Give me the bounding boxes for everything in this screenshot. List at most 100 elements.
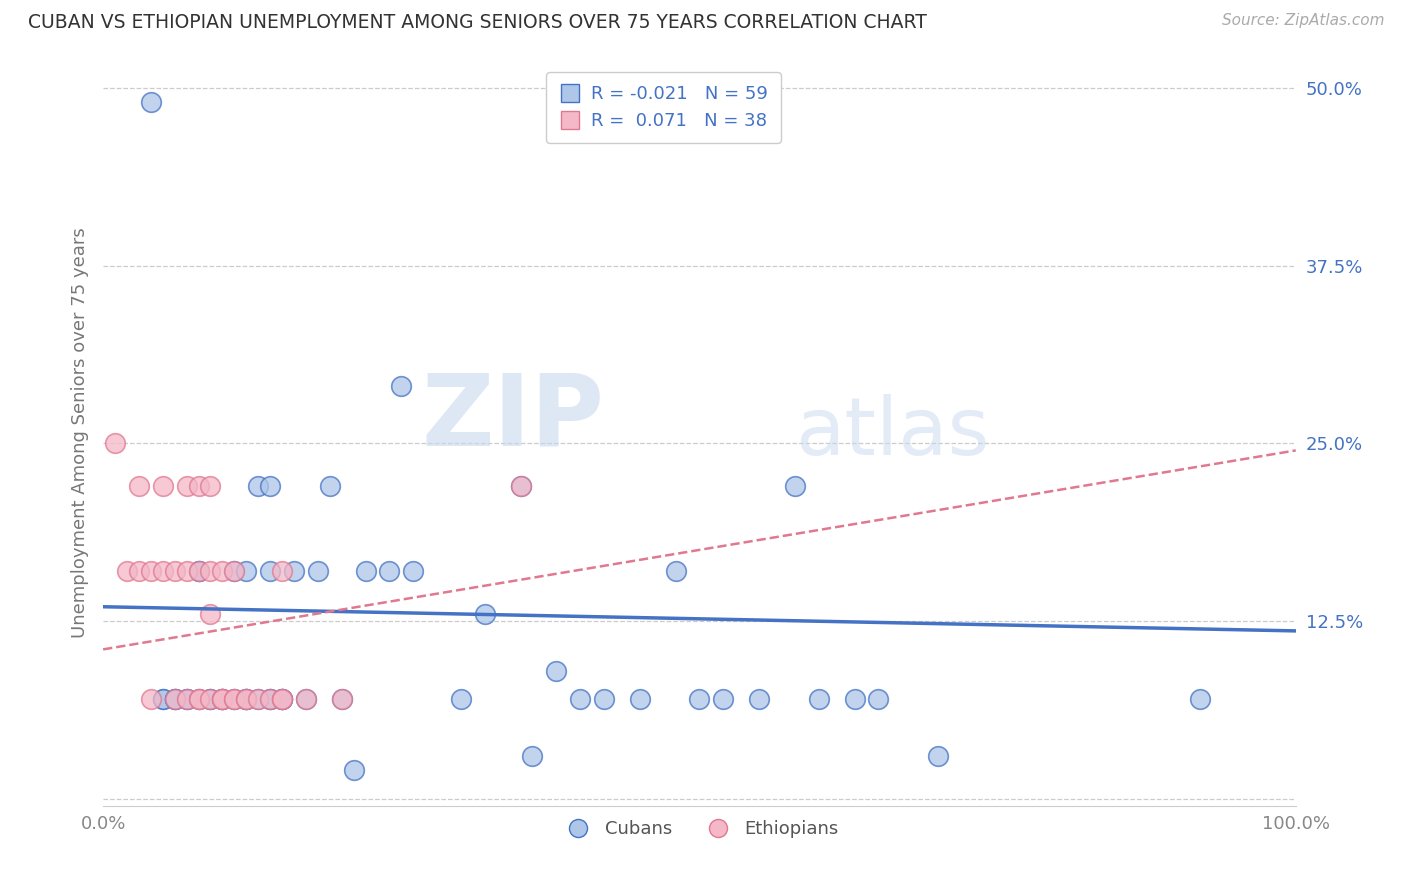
- Text: CUBAN VS ETHIOPIAN UNEMPLOYMENT AMONG SENIORS OVER 75 YEARS CORRELATION CHART: CUBAN VS ETHIOPIAN UNEMPLOYMENT AMONG SE…: [28, 13, 927, 32]
- Y-axis label: Unemployment Among Seniors over 75 years: Unemployment Among Seniors over 75 years: [72, 227, 89, 638]
- Point: [307, 564, 329, 578]
- Point: [224, 692, 246, 706]
- Point: [152, 479, 174, 493]
- Point: [176, 479, 198, 493]
- Point: [187, 564, 209, 578]
- Point: [927, 748, 949, 763]
- Text: atlas: atlas: [794, 393, 990, 472]
- Point: [783, 479, 806, 493]
- Point: [342, 763, 364, 777]
- Point: [187, 564, 209, 578]
- Point: [271, 692, 294, 706]
- Point: [509, 479, 531, 493]
- Point: [665, 564, 688, 578]
- Point: [330, 692, 353, 706]
- Point: [139, 692, 162, 706]
- Point: [187, 564, 209, 578]
- Point: [176, 692, 198, 706]
- Point: [211, 692, 233, 706]
- Point: [152, 692, 174, 706]
- Point: [271, 564, 294, 578]
- Point: [271, 692, 294, 706]
- Point: [152, 692, 174, 706]
- Point: [247, 479, 270, 493]
- Point: [259, 564, 281, 578]
- Point: [224, 564, 246, 578]
- Point: [187, 692, 209, 706]
- Point: [163, 692, 186, 706]
- Point: [295, 692, 318, 706]
- Text: ZIP: ZIP: [422, 369, 605, 467]
- Point: [200, 479, 222, 493]
- Point: [271, 692, 294, 706]
- Point: [200, 607, 222, 621]
- Point: [211, 564, 233, 578]
- Text: Source: ZipAtlas.com: Source: ZipAtlas.com: [1222, 13, 1385, 29]
- Point: [247, 692, 270, 706]
- Point: [176, 692, 198, 706]
- Point: [235, 564, 257, 578]
- Point: [235, 692, 257, 706]
- Point: [259, 692, 281, 706]
- Point: [163, 692, 186, 706]
- Point: [200, 692, 222, 706]
- Point: [509, 479, 531, 493]
- Point: [271, 692, 294, 706]
- Point: [176, 692, 198, 706]
- Point: [128, 564, 150, 578]
- Point: [224, 564, 246, 578]
- Point: [139, 95, 162, 110]
- Point: [200, 692, 222, 706]
- Point: [235, 692, 257, 706]
- Point: [283, 564, 305, 578]
- Point: [711, 692, 734, 706]
- Point: [628, 692, 651, 706]
- Point: [115, 564, 138, 578]
- Point: [200, 692, 222, 706]
- Point: [211, 692, 233, 706]
- Point: [569, 692, 592, 706]
- Point: [259, 692, 281, 706]
- Point: [546, 664, 568, 678]
- Point: [330, 692, 353, 706]
- Point: [211, 692, 233, 706]
- Point: [1189, 692, 1212, 706]
- Legend: Cubans, Ethiopians: Cubans, Ethiopians: [553, 813, 846, 846]
- Point: [259, 692, 281, 706]
- Point: [271, 692, 294, 706]
- Point: [163, 692, 186, 706]
- Point: [474, 607, 496, 621]
- Point: [104, 436, 127, 450]
- Point: [163, 564, 186, 578]
- Point: [128, 479, 150, 493]
- Point: [200, 564, 222, 578]
- Point: [163, 692, 186, 706]
- Point: [593, 692, 616, 706]
- Point: [378, 564, 401, 578]
- Point: [235, 692, 257, 706]
- Point: [807, 692, 830, 706]
- Point: [402, 564, 425, 578]
- Point: [389, 379, 412, 393]
- Point: [235, 692, 257, 706]
- Point: [187, 692, 209, 706]
- Point: [259, 479, 281, 493]
- Point: [176, 564, 198, 578]
- Point: [450, 692, 472, 706]
- Point: [295, 692, 318, 706]
- Point: [187, 479, 209, 493]
- Point: [688, 692, 710, 706]
- Point: [868, 692, 890, 706]
- Point: [354, 564, 377, 578]
- Point: [247, 692, 270, 706]
- Point: [211, 692, 233, 706]
- Point: [224, 692, 246, 706]
- Point: [211, 692, 233, 706]
- Point: [139, 564, 162, 578]
- Point: [319, 479, 342, 493]
- Point: [224, 692, 246, 706]
- Point: [844, 692, 866, 706]
- Point: [187, 692, 209, 706]
- Point: [522, 748, 544, 763]
- Point: [211, 692, 233, 706]
